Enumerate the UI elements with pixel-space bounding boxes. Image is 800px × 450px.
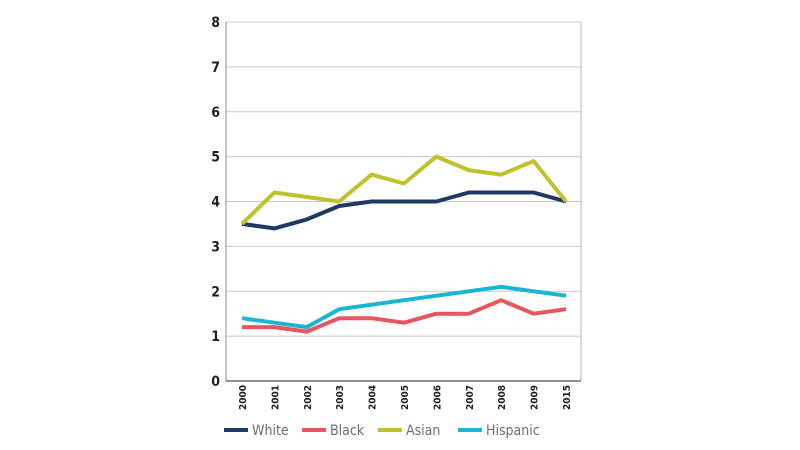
legend-item-white: White (224, 423, 289, 439)
plot-frame (225, 22, 582, 382)
legend: White Black Asian Hispanic (224, 423, 540, 439)
x-tick-label: 2001 (270, 385, 281, 410)
series-line-white (241, 190, 567, 231)
y-tick-label: 2 (211, 284, 220, 300)
legend-item-black: Black (302, 423, 365, 439)
x-axis-ticks: 2000 2001 2002 2003 2004 2005 2006 2007 2008 2009… (238, 385, 573, 410)
x-tick-label: 2015 (562, 385, 573, 410)
y-tick-label: 7 (211, 60, 220, 76)
series-line-black (242, 298, 567, 334)
y-tick-label: 4 (211, 195, 220, 211)
y-tick-label: 1 (211, 329, 220, 345)
legend-label: Black (330, 423, 365, 439)
x-tick-label: 2006 (432, 385, 443, 410)
x-tick-label: 2000 (238, 385, 249, 410)
y-tick-label: 3 (211, 239, 220, 255)
x-tick-label: 2007 (465, 385, 476, 410)
x-tick-label: 2002 (303, 385, 314, 410)
legend-label: Hispanic (486, 423, 540, 439)
x-tick-label: 2009 (530, 385, 541, 410)
legend-item-asian: Asian (378, 423, 440, 439)
x-tick-label: 2008 (497, 385, 508, 410)
y-axis-ticks: 0 1 2 3 4 5 6 7 8 (211, 15, 220, 390)
y-tick-label: 0 (211, 374, 220, 390)
series-line-asian (240, 154, 568, 226)
x-tick-label: 2003 (335, 385, 346, 410)
legend-item-hispanic: Hispanic (458, 423, 540, 439)
series-lines (240, 154, 568, 334)
y-tick-label: 6 (211, 105, 220, 121)
x-tick-label: 2005 (400, 385, 411, 410)
legend-label: White (252, 423, 289, 439)
y-tick-label: 8 (211, 15, 220, 31)
y-tick-label: 5 (211, 150, 220, 166)
x-tick-label: 2004 (368, 385, 379, 410)
legend-label: Asian (406, 423, 440, 439)
series-line-hispanic (241, 284, 567, 330)
